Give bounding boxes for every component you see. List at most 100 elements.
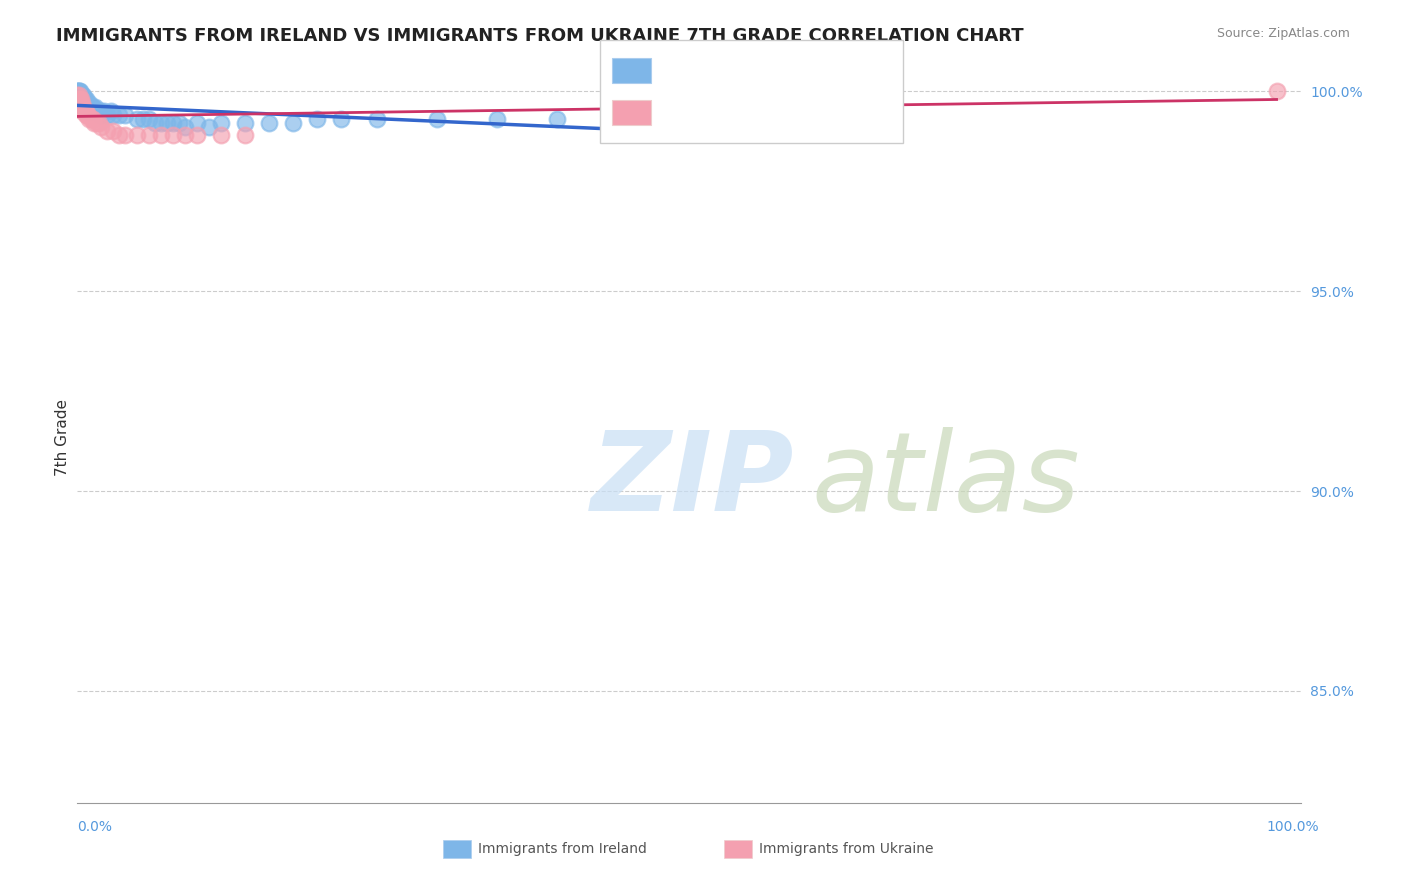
Point	[66, 84, 89, 98]
Point	[70, 92, 93, 106]
Point	[108, 108, 131, 122]
Text: R = 0.310: R = 0.310	[658, 102, 741, 120]
Point	[66, 100, 89, 114]
Point	[72, 96, 94, 111]
Point	[84, 100, 107, 114]
Point	[82, 100, 104, 114]
Point	[76, 96, 98, 111]
Point	[69, 100, 91, 114]
Point	[70, 88, 93, 103]
Point	[69, 100, 91, 114]
Point	[156, 116, 179, 130]
Point	[96, 108, 118, 122]
Point	[66, 96, 89, 111]
Point	[66, 84, 89, 98]
Text: atlas: atlas	[811, 427, 1080, 534]
Point	[70, 96, 93, 111]
Point	[86, 104, 108, 119]
Point	[69, 92, 91, 106]
Point	[186, 128, 208, 143]
Point	[257, 116, 280, 130]
Point	[90, 120, 112, 135]
Point	[114, 128, 136, 143]
Point	[486, 112, 509, 127]
Point	[70, 100, 93, 114]
Point	[233, 116, 256, 130]
Point	[67, 84, 90, 98]
Text: N = 45: N = 45	[773, 102, 831, 120]
Point	[186, 116, 208, 130]
Point	[67, 92, 90, 106]
Point	[103, 108, 125, 122]
Point	[114, 108, 136, 122]
Point	[67, 96, 90, 111]
Point	[546, 112, 568, 127]
Point	[69, 88, 91, 103]
Point	[426, 112, 449, 127]
Point	[75, 100, 97, 114]
Point	[169, 116, 191, 130]
Text: R = 0.201: R = 0.201	[658, 60, 741, 78]
Point	[82, 112, 104, 127]
Point	[70, 96, 93, 111]
Point	[90, 108, 112, 122]
Point	[162, 128, 184, 143]
Point	[86, 116, 108, 130]
Point	[1265, 84, 1288, 98]
Point	[209, 128, 232, 143]
Point	[67, 100, 90, 114]
Point	[70, 92, 93, 106]
Point	[87, 116, 110, 130]
Point	[127, 112, 149, 127]
Point	[786, 84, 808, 98]
Text: N = 81: N = 81	[773, 60, 831, 78]
Point	[75, 92, 97, 106]
Point	[79, 96, 101, 111]
Point	[70, 100, 93, 114]
Point	[79, 104, 101, 119]
Point	[67, 96, 90, 111]
Text: Source: ZipAtlas.com: Source: ZipAtlas.com	[1216, 27, 1350, 40]
Point	[69, 96, 91, 111]
Point	[150, 128, 173, 143]
Point	[70, 88, 93, 103]
Point	[70, 88, 93, 103]
Point	[103, 124, 125, 138]
Point	[83, 116, 105, 130]
Point	[69, 88, 91, 103]
Text: 0.0%: 0.0%	[77, 821, 112, 834]
Point	[606, 112, 628, 127]
Point	[73, 92, 96, 106]
Point	[330, 112, 353, 127]
Point	[72, 100, 94, 114]
Point	[87, 104, 110, 119]
Text: 100.0%: 100.0%	[1267, 821, 1319, 834]
Point	[307, 112, 329, 127]
Point	[127, 128, 149, 143]
Point	[100, 104, 122, 119]
Point	[143, 116, 166, 130]
Y-axis label: 7th Grade: 7th Grade	[55, 399, 70, 475]
Point	[93, 104, 115, 119]
Point	[69, 96, 91, 111]
Text: Immigrants from Ukraine: Immigrants from Ukraine	[759, 842, 934, 856]
Point	[96, 124, 118, 138]
Point	[198, 120, 221, 135]
Point	[66, 92, 89, 106]
Point	[70, 100, 93, 114]
Point	[79, 112, 101, 127]
Point	[80, 100, 103, 114]
Point	[70, 104, 93, 119]
Point	[132, 112, 155, 127]
Point	[138, 128, 160, 143]
Point	[67, 88, 90, 103]
Point	[77, 108, 100, 122]
Point	[70, 96, 93, 111]
Point	[174, 128, 197, 143]
Point	[70, 100, 93, 114]
Point	[66, 88, 89, 103]
Point	[108, 128, 131, 143]
Point	[67, 92, 90, 106]
Point	[75, 108, 97, 122]
Point	[283, 116, 305, 130]
